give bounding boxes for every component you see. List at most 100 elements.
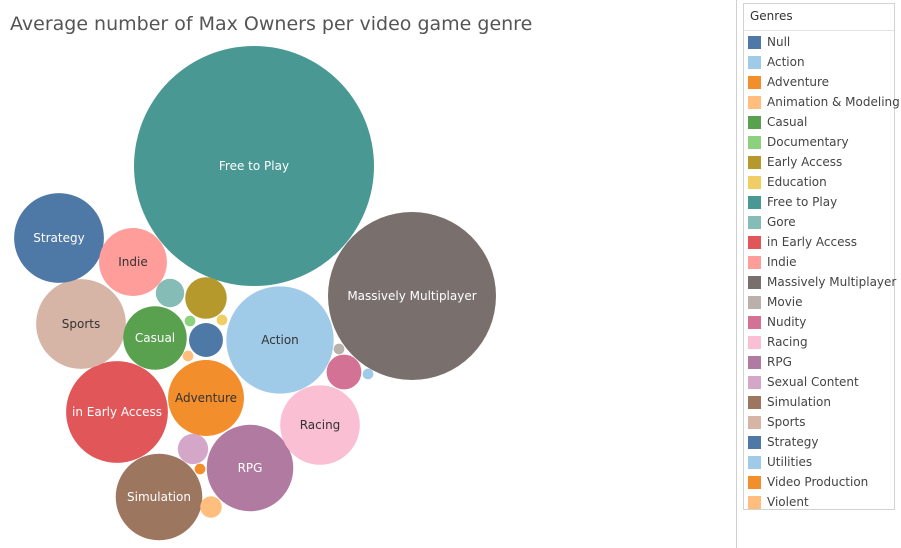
legend-label: Indie	[767, 255, 797, 269]
bubble-null[interactable]	[189, 323, 223, 357]
bubble-label-adventure: Adventure	[175, 391, 237, 405]
legend-item-video-production[interactable]: Video Production	[748, 472, 900, 492]
legend-swatch	[748, 315, 761, 329]
legend-item-rpg[interactable]: RPG	[748, 352, 900, 372]
bubble-sports[interactable]	[36, 279, 126, 369]
legend-item-utilities[interactable]: Utilities	[748, 452, 900, 472]
legend-swatch	[748, 135, 761, 149]
legend-item-gore[interactable]: Gore	[748, 212, 900, 232]
legend-item-strategy[interactable]: Strategy	[748, 432, 900, 452]
legend-swatch	[748, 335, 761, 349]
legend-label: Massively Multiplayer	[767, 275, 897, 289]
legend-swatch	[748, 215, 761, 229]
bubble-label-indie: Indie	[118, 255, 147, 269]
bubble-documentary[interactable]	[184, 315, 196, 327]
legend-label: Nudity	[767, 315, 807, 329]
legend-swatch	[748, 355, 761, 369]
bubble-chart: Free to Play Massively Multiplayer Action i…	[14, 46, 496, 541]
legend-swatch	[748, 255, 761, 269]
bubble-video-production[interactable]	[194, 463, 206, 475]
bubble-label-sports: Sports	[62, 317, 100, 331]
legend-label: Action	[767, 55, 805, 69]
bubble-label-massively-multiplayer: Massively Multiplayer	[347, 289, 476, 303]
bubble-animation-modeling[interactable]	[182, 350, 194, 362]
bubble-label-casual: Casual	[135, 331, 175, 345]
legend-swatch	[748, 395, 761, 409]
bubble-utilities[interactable]	[362, 368, 374, 380]
bubble-label-action: Action	[261, 333, 299, 347]
panel-divider	[736, 0, 737, 548]
legend-title: Genres	[750, 9, 793, 23]
legend-item-casual[interactable]: Casual	[748, 112, 900, 132]
bubble-violent[interactable]	[200, 496, 222, 518]
legend-item-adventure[interactable]: Adventure	[748, 72, 900, 92]
legend-label: Casual	[767, 115, 808, 129]
bubble-rpg[interactable]	[206, 424, 294, 512]
legend-swatch	[748, 235, 761, 249]
legend-item-indie[interactable]: Indie	[748, 252, 900, 272]
legend-swatch	[748, 375, 761, 389]
legend-label: Null	[767, 35, 791, 49]
bubble-movie[interactable]	[333, 343, 345, 355]
bubble-free-to-play[interactable]	[134, 46, 374, 286]
legend-item-movie[interactable]: Movie	[748, 292, 900, 312]
bubble-gore[interactable]	[155, 278, 185, 308]
legend-item-sports[interactable]: Sports	[748, 412, 900, 432]
legend-swatch	[748, 455, 761, 469]
legend-item-simulation[interactable]: Simulation	[748, 392, 900, 412]
legend-item-violent[interactable]: Violent	[748, 492, 900, 512]
legend-item-racing[interactable]: Racing	[748, 332, 900, 352]
legend-item-massively-multiplayer[interactable]: Massively Multiplayer	[748, 272, 900, 292]
bubble-label-strategy: Strategy	[33, 231, 84, 245]
legend-item-null[interactable]: Null	[748, 32, 900, 52]
legend-label: Strategy	[767, 435, 819, 449]
bubble-sexual-content[interactable]	[177, 433, 209, 465]
bubble-massively-multiplayer[interactable]	[328, 212, 496, 380]
legend-swatch	[748, 475, 761, 489]
legend-swatch	[748, 175, 761, 189]
legend-item-education[interactable]: Education	[748, 172, 900, 192]
legend-item-nudity[interactable]: Nudity	[748, 312, 900, 332]
legend-swatch	[748, 295, 761, 309]
legend-label: Adventure	[767, 75, 830, 89]
legend-item-animation-modeling[interactable]: Animation & Modeling	[748, 92, 900, 112]
bubble-nudity[interactable]	[326, 354, 362, 390]
legend-item-action[interactable]: Action	[748, 52, 900, 72]
legend-label: Racing	[767, 335, 808, 349]
bubble-simulation[interactable]	[115, 453, 203, 541]
bubble-racing[interactable]	[280, 385, 360, 465]
legend-swatch	[748, 75, 761, 89]
bubble-action[interactable]	[226, 286, 334, 394]
legend-items: Null Action Adventure Animation & Modeling C…	[748, 32, 900, 512]
legend-label: Free to Play	[767, 195, 838, 209]
legend-label: Utilities	[767, 455, 813, 469]
legend-item-early-access[interactable]: Early Access	[748, 152, 900, 172]
legend-swatch	[748, 115, 761, 129]
bubble-label-free-to-play: Free to Play	[219, 159, 289, 173]
legend-swatch	[748, 55, 761, 69]
legend-item-in-early-access[interactable]: in Early Access	[748, 232, 900, 252]
legend-label: Animation & Modeling	[767, 95, 900, 109]
legend-swatch	[748, 155, 761, 169]
legend-label: Documentary	[767, 135, 849, 149]
bubble-strategy[interactable]	[14, 193, 104, 283]
legend: Genres Null Action Adventure Animation & Mo…	[743, 3, 900, 510]
legend-item-documentary[interactable]: Documentary	[748, 132, 900, 152]
bubble-early-access[interactable]	[185, 277, 227, 319]
legend-label: Video Production	[767, 475, 869, 489]
legend-item-free-to-play[interactable]: Free to Play	[748, 192, 900, 212]
legend-divider	[744, 30, 894, 31]
legend-label: Movie	[767, 295, 803, 309]
bubble-label-simulation: Simulation	[127, 490, 191, 504]
bubble-in-early-access[interactable]	[66, 361, 168, 463]
legend-label: Sexual Content	[767, 375, 859, 389]
bubble-education[interactable]	[216, 314, 228, 326]
legend-item-sexual-content[interactable]: Sexual Content	[748, 372, 900, 392]
legend-swatch	[748, 275, 761, 289]
bubble-label-racing: Racing	[300, 418, 341, 432]
bubble-indie[interactable]	[99, 228, 167, 296]
bubble-adventure[interactable]	[168, 360, 244, 436]
bubble-casual[interactable]	[123, 306, 187, 370]
chart-title: Average number of Max Owners per video g…	[10, 13, 533, 35]
legend-label: Early Access	[767, 155, 843, 169]
